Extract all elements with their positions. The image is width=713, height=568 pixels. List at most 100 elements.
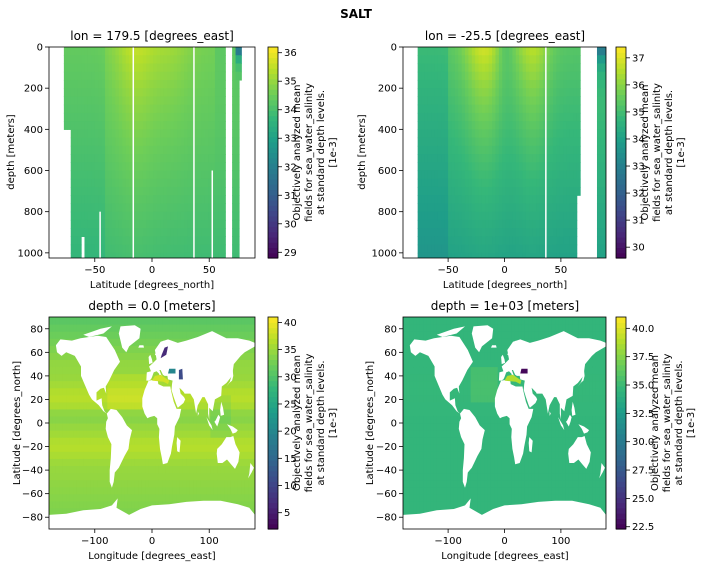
heatmap-cell [166,178,171,188]
heatmap-cell [129,47,134,56]
ocean-cell [430,493,435,502]
land-mass [138,345,144,348]
ocean-cell [124,472,129,481]
heatmap-cell [600,203,605,213]
ocean-cell [107,486,112,495]
ocean-cell [433,486,438,495]
heatmap-cell [194,96,199,106]
heatmap-cell [556,104,561,114]
heatmap-cell [232,203,237,213]
heatmap-cell [187,104,192,114]
heatmap-cell [77,145,82,155]
heatmap-cell [441,112,446,122]
ocean-cell [403,430,407,438]
heatmap-cell [421,47,426,56]
ocean-cell [179,493,184,502]
heatmap-cell [125,96,130,106]
ocean-cell [62,317,67,325]
heatmap-cell [160,112,165,122]
heatmap-cell [427,63,432,73]
heatmap-cell [569,88,574,98]
heatmap-cell [211,79,216,89]
colorbar-segment [268,199,278,206]
ocean-cell [200,437,205,445]
heatmap-cell [498,195,503,205]
ocean-cell [131,408,136,417]
heatmap-cell [91,244,96,254]
ocean-cell [416,380,421,389]
ocean-cell [83,500,88,509]
ocean-cell [62,479,67,488]
heatmap-cell [70,129,75,139]
colorbar-segment [268,226,278,233]
ocean-cell [416,408,421,417]
ocean-cell [203,472,208,481]
heatmap-cell [194,129,199,139]
ocean-cell [162,380,167,389]
heatmap-cell [600,162,605,172]
heatmap-cell [118,129,123,139]
heatmap-cell [451,186,456,196]
heatmap-cell [218,211,223,221]
ocean-cell [189,486,194,495]
ocean-cell [196,437,201,445]
colorbar-segment [616,126,626,132]
heatmap-cell [108,228,113,237]
ocean-cell [416,415,421,424]
ocean-cell [234,415,239,424]
heatmap-cell [475,79,480,89]
heatmap-cell [603,71,606,81]
ocean-cell [100,500,105,509]
ocean-cell [107,331,112,339]
heatmap-cell [519,112,524,122]
heatmap-cell [505,244,510,254]
ocean-cell [121,366,126,375]
heatmap-cell [509,63,513,73]
ocean-cell [406,366,411,375]
ocean-cell [419,472,424,481]
heatmap-cell [454,162,459,172]
ocean-cell [426,430,431,438]
ocean-cell [227,387,232,396]
heatmap-cell [448,129,453,139]
ocean-cell [59,451,64,459]
heatmap-cell [525,104,530,114]
heatmap-cell [478,154,483,163]
ocean-cell [179,479,184,488]
heatmap-cell [546,137,551,147]
heatmap-cell [519,178,524,188]
heatmap-cell [512,186,517,196]
ocean-cell [83,387,88,396]
ocean-cell [241,317,246,325]
heatmap-cell [475,236,480,246]
heatmap-cell [461,219,466,229]
heatmap-cell [525,129,530,139]
heatmap-cell [173,129,178,139]
ocean-cell [419,507,424,516]
ocean-cell [210,493,215,502]
heatmap-cell [221,79,226,89]
heatmap-cell [201,203,206,213]
ocean-cell [117,465,122,474]
heatmap-cell [160,71,165,81]
ocean-cell [433,472,438,481]
heatmap-cell [111,186,116,196]
heatmap-cell [509,195,513,205]
heatmap-cell [519,145,524,155]
heatmap-cell [444,178,449,188]
ocean-cell [59,500,64,509]
heatmap-cell [84,228,89,237]
heatmap-cell [512,145,517,155]
ocean-cell [210,430,215,438]
heatmap-cell [495,162,500,172]
heatmap-cell [211,112,216,122]
heatmap-cell [111,211,116,221]
heatmap-cell [478,162,483,172]
heatmap-cell [492,154,497,163]
heatmap-cell [232,63,237,73]
ocean-cell [217,493,222,502]
heatmap-cell [431,104,436,114]
heatmap-cell [465,145,470,155]
colorbar-tick-label: 10 [284,481,297,492]
ocean-cell [227,493,232,502]
